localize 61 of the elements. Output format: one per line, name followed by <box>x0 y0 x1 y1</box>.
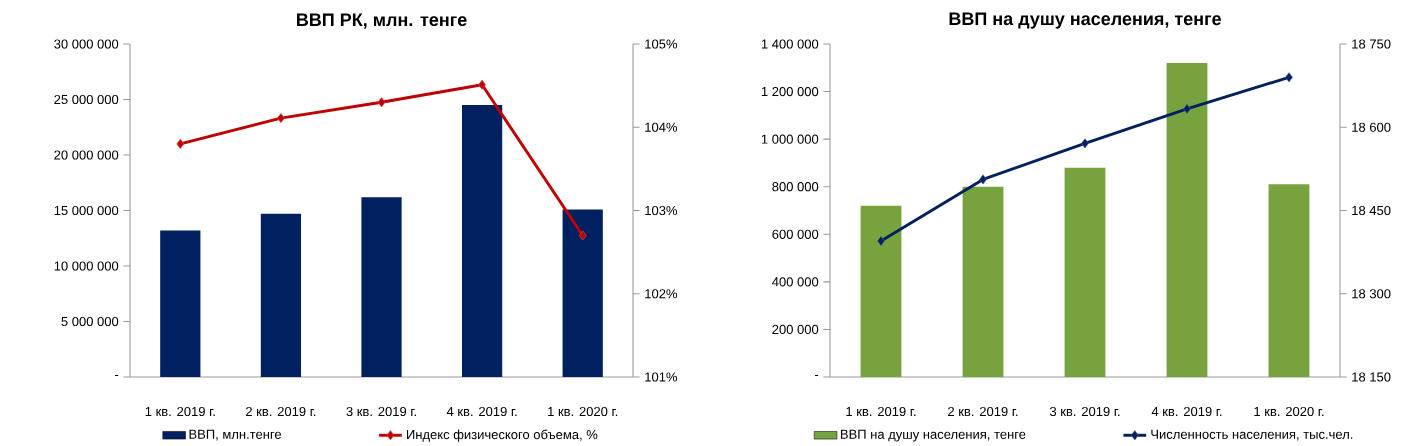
point <box>578 230 587 241</box>
x-tick-label: 1 кв. 2020 г. <box>1254 406 1324 417</box>
bar <box>1268 184 1310 377</box>
bar <box>160 230 201 377</box>
bar <box>860 205 902 377</box>
y2-tick-label: 18 150 <box>1352 372 1391 382</box>
point <box>478 79 486 90</box>
y-tick-label: 200 000 <box>772 324 819 335</box>
x-tick-label: 2 кв. 2019 г. <box>948 406 1018 417</box>
y2-tick-label: 101% <box>645 372 678 382</box>
legend-label: Индекс физического объема, % <box>407 429 598 442</box>
y-tick-label: - <box>115 375 119 377</box>
legend-label: Численность населения, тыс.чел. <box>1151 429 1353 441</box>
y-tick-label: 400 000 <box>772 277 819 287</box>
bar <box>1166 63 1208 377</box>
y-tick-label: 10 000 000 <box>54 261 119 271</box>
y-tick-label: 600 000 <box>772 229 819 239</box>
x-tick-label: 1 кв. 2019 г. <box>145 406 215 417</box>
y2-tick-label: 18 450 <box>1352 205 1391 216</box>
legend-label: ВВП, млн.тенге <box>189 429 282 441</box>
y-tick-label: 800 000 <box>772 182 819 192</box>
x-tick-label: 3 кв. 2019 г. <box>346 406 416 417</box>
y2-tick-label: 18 750 <box>1352 39 1391 49</box>
y-tick-label: 25 000 000 <box>54 94 119 105</box>
y2-tick-label: 104% <box>645 122 678 132</box>
chart-title: ВВП на душу населения, тенге <box>949 12 1221 29</box>
x-tick-label: 1 кв. 2020 г. <box>548 406 618 417</box>
point <box>277 113 285 124</box>
point <box>1183 103 1191 114</box>
y-tick-label: 15 000 000 <box>54 205 119 216</box>
y2-tick-label: 18 600 <box>1352 122 1391 132</box>
x-tick-label: 4 кв. 2019 г. <box>446 406 517 417</box>
x-tick-label: 2 кв. 2019 г. <box>245 406 316 417</box>
y2-tick-label: 102% <box>645 289 678 299</box>
bar <box>260 213 302 377</box>
bar <box>1064 167 1106 377</box>
x-tick-label: 3 кв. 2019 г. <box>1049 406 1120 417</box>
y2-tick-label: 18 300 <box>1352 289 1391 299</box>
bar <box>361 197 402 377</box>
chart-title: ВВП РК, млн. тенге <box>297 13 467 29</box>
legend-label: ВВП на душу населения, тенге <box>840 429 1026 442</box>
y-tick-label: 1 000 000 <box>761 134 819 144</box>
y-tick-label: 30 000 000 <box>54 39 119 49</box>
x-tick-label: 1 кв. 2019 г. <box>846 406 916 417</box>
y-tick-label: 1 200 000 <box>761 86 819 97</box>
bar <box>562 209 603 377</box>
point <box>979 174 987 185</box>
y2-tick-label: 105% <box>645 39 678 49</box>
point <box>1081 138 1089 149</box>
x-tick-label: 4 кв. 2019 г. <box>1151 406 1222 417</box>
bar <box>962 186 1004 377</box>
point <box>1285 72 1293 83</box>
y-tick-label: 5 000 000 <box>61 316 119 327</box>
y-tick-label: 1 400 000 <box>761 39 819 49</box>
point <box>877 236 885 247</box>
y-tick-label: 20 000 000 <box>54 150 119 160</box>
y-tick-label: - <box>814 374 819 377</box>
bar <box>461 105 503 377</box>
y2-tick-label: 103% <box>645 205 678 216</box>
point <box>377 97 386 108</box>
point <box>176 138 185 149</box>
